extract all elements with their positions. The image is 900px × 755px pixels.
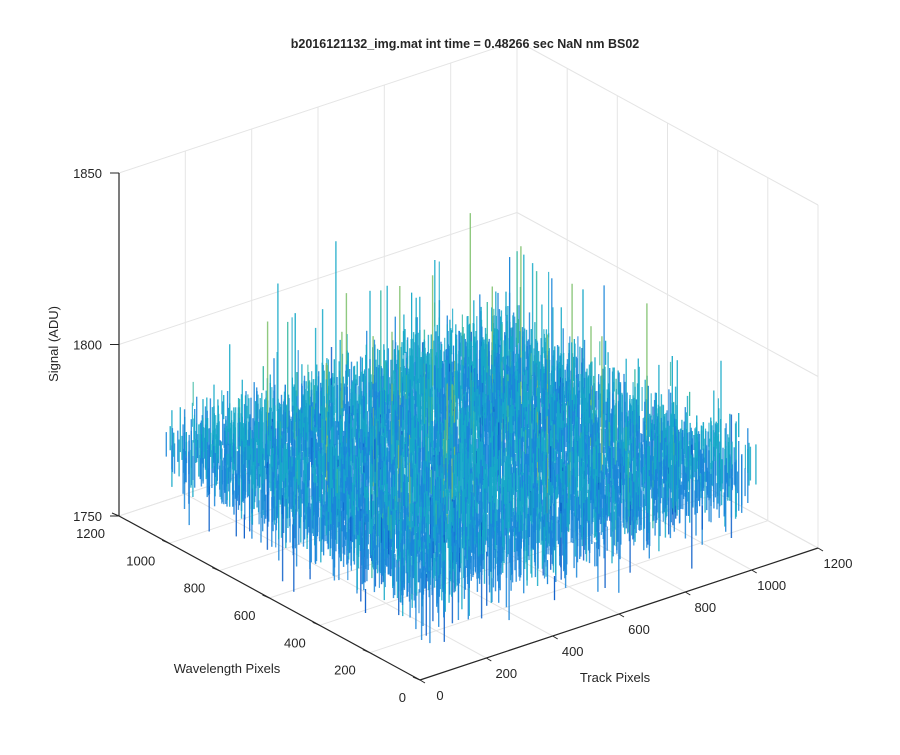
surface-chart: 0200400600800100012000200400600800100012… (0, 0, 900, 750)
